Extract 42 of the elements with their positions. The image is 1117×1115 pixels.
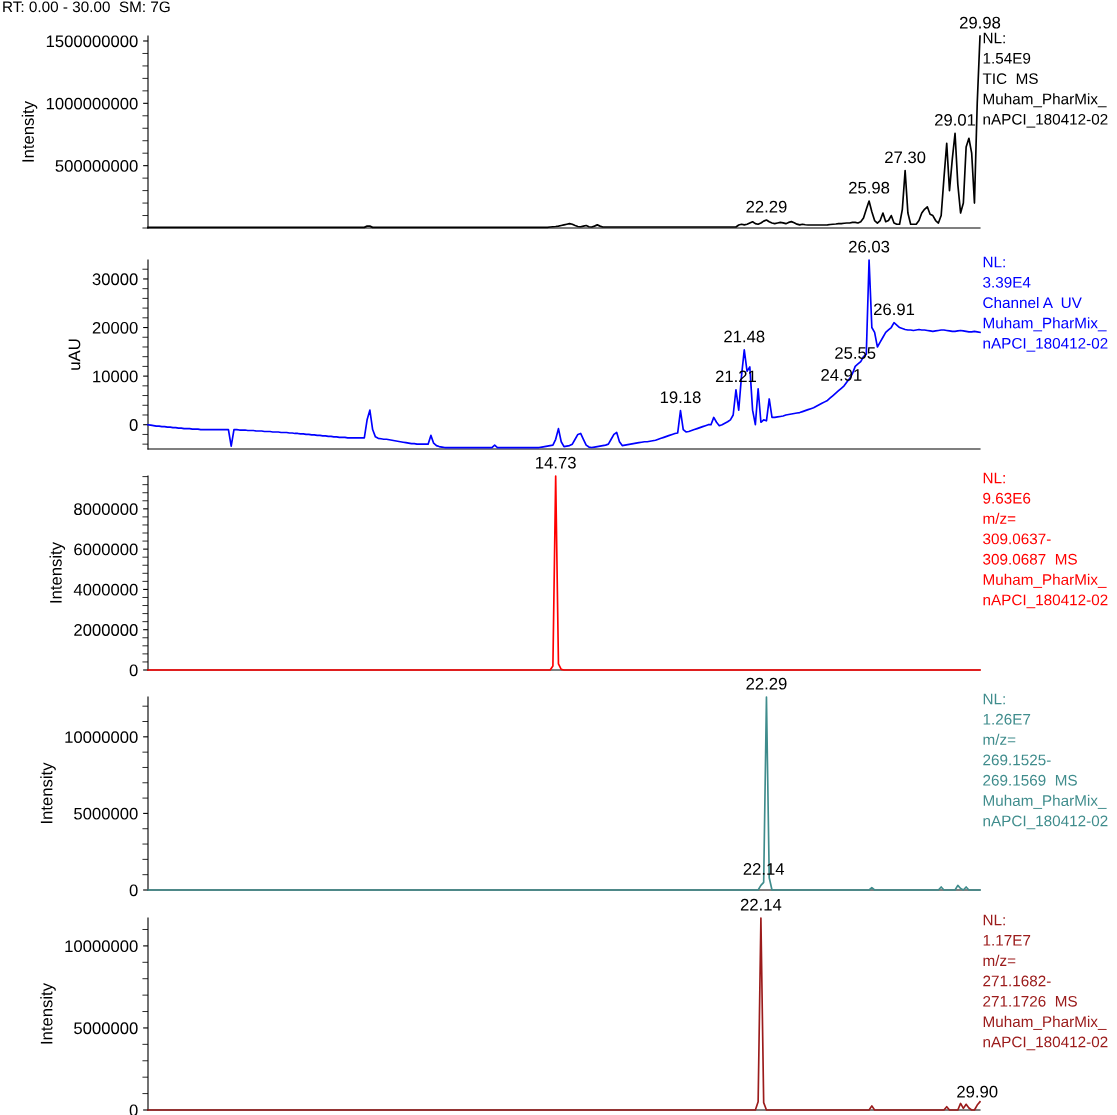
annotation: 26.03 [849,240,890,253]
y-axis-title: uAU [68,339,81,370]
y-tick-label: 20000 [92,321,138,334]
y-axis-title: Intensity [40,983,56,1044]
y-tick-label: 500000000 [55,160,138,172]
y-tick-label: 0 [129,884,138,897]
y-tick-label: 8000000 [74,503,138,516]
y-tick-label: 10000 [93,370,138,383]
annotation: 29.01 [935,113,976,126]
y-axis-title: Intensity [21,101,38,162]
annotation: 21.48 [724,330,765,343]
y-tick-label: 10000000 [65,940,138,953]
annotation: 25.98 [849,181,890,194]
text: NL: 9.63E6 m/z= 309.0637- 309.0687 MS Muham_PharMix_ nAPCI_180412-02 [983,472,1108,609]
annotation: 14.73 [536,456,576,469]
annotation: 29.98 [959,16,1001,29]
y-tick-label: 0 [129,664,138,677]
y-tick-label: 5000000 [74,1022,138,1035]
y-axis-title: Intensity [40,762,56,823]
annotation: 22.29 [746,677,787,690]
text: NL: 1.54E9 TIC MS Muham_PharMix_ nAPCI_180412-02 [982,32,1108,128]
y-tick-label: 2000000 [74,624,138,636]
line-series [147,259,981,449]
annotation: 22.14 [740,898,782,911]
annotation: 27.30 [885,151,926,164]
text: NL: 3.39E4 Channel A UV Muham_PharMix_ nAPCI_180412-02 [983,256,1108,352]
y-axis-title: Intensity [49,542,66,603]
y-tick-label: 1500000000 [46,35,138,48]
y-tick-label: 6000000 [74,543,138,556]
y-tick-label: 5000000 [74,807,138,820]
annotation: 26.91 [874,303,915,316]
text: NL: 1.26E7 m/z= 269.1525- 269.1569 MS Muham_PharMix_ nAPCI_180412-02 [983,693,1108,830]
y-tick-label: 1000000000 [46,97,138,110]
y-tick-label: 10000000 [65,731,138,744]
text: RT: 0.00 - 30.00 SM: 7G [3,1,170,13]
y-tick-label: 4000000 [73,583,138,596]
text: NL: 1.17E7 m/z= 271.1682- 271.1726 MS Muham_PharMix_ nAPCI_180412-02 [983,914,1108,1051]
annotation: 22.29 [746,200,787,213]
annotation: 19.18 [660,391,701,404]
y-tick-label: 30000 [92,273,138,286]
annotation: 29.90 [957,1085,998,1098]
y-tick-label: 0 [129,419,138,431]
